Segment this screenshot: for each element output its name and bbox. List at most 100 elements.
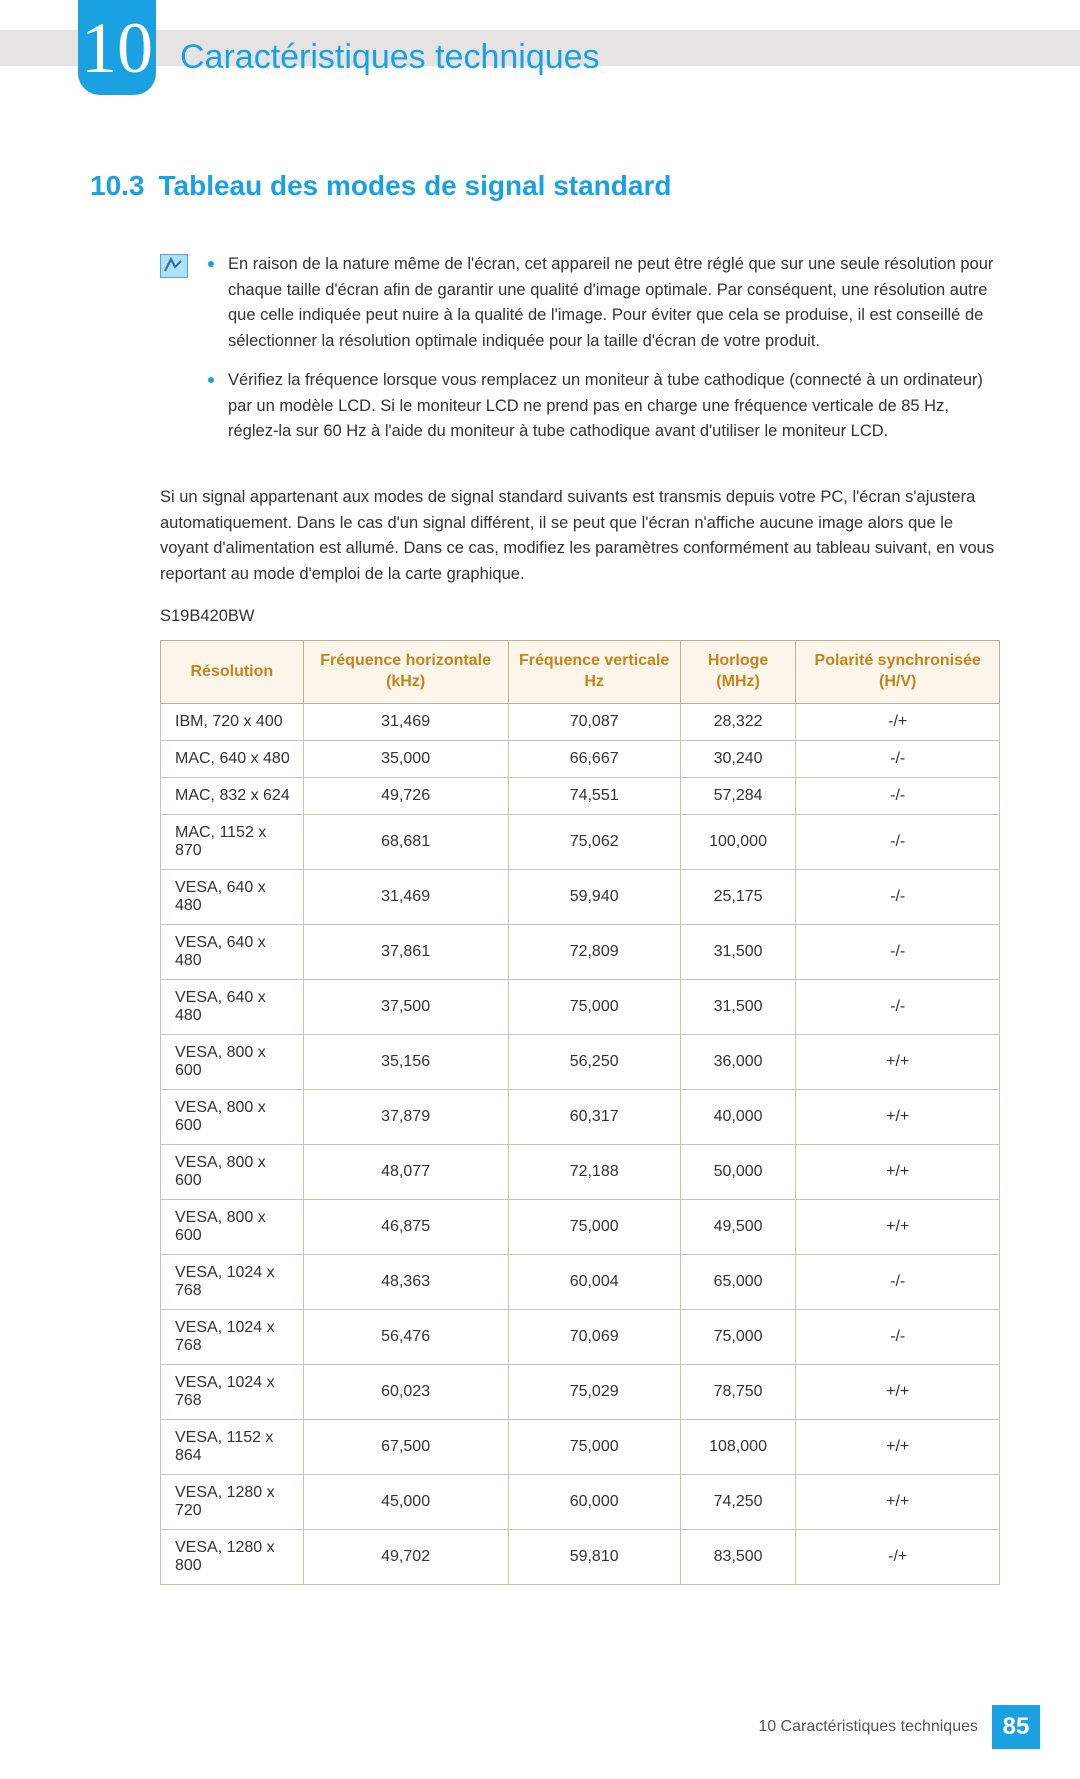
note-list: En raison de la nature même de l'écran, … (206, 252, 1000, 459)
table-row: VESA, 1280 x 72045,00060,00074,250+/+ (161, 1474, 1000, 1529)
cell-value: 75,000 (508, 1419, 680, 1474)
table-row: MAC, 832 x 62449,72674,55157,284-/- (161, 777, 1000, 814)
cell-resolution: VESA, 1280 x 720 (161, 1474, 304, 1529)
cell-value: 37,861 (303, 924, 508, 979)
cell-value: 49,726 (303, 777, 508, 814)
table-row: VESA, 640 x 48037,50075,00031,500-/- (161, 979, 1000, 1034)
cell-value: -/- (796, 777, 1000, 814)
cell-value: -/- (796, 740, 1000, 777)
cell-value: 70,087 (508, 703, 680, 740)
cell-resolution: VESA, 800 x 600 (161, 1144, 304, 1199)
cell-value: 70,069 (508, 1309, 680, 1364)
cell-value: +/+ (796, 1474, 1000, 1529)
page-footer: 10 Caractéristiques techniques 85 (0, 1705, 1080, 1779)
col-freq-v: Fréquence verticale Hz (508, 641, 680, 704)
col-polarity: Polarité synchronisée (H/V) (796, 641, 1000, 704)
cell-value: 48,363 (303, 1254, 508, 1309)
cell-value: -/+ (796, 703, 1000, 740)
cell-value: 49,500 (680, 1199, 796, 1254)
cell-value: +/+ (796, 1144, 1000, 1199)
col-resolution: Résolution (161, 641, 304, 704)
table-row: VESA, 800 x 60048,07772,18850,000+/+ (161, 1144, 1000, 1199)
note-item: Vérifiez la fréquence lorsque vous rempl… (206, 368, 1000, 445)
cell-value: 59,810 (508, 1529, 680, 1584)
cell-value: +/+ (796, 1419, 1000, 1474)
chapter-number: 10 (81, 12, 153, 84)
cell-value: +/+ (796, 1364, 1000, 1419)
cell-value: 31,469 (303, 703, 508, 740)
cell-value: 56,476 (303, 1309, 508, 1364)
cell-value: 60,004 (508, 1254, 680, 1309)
cell-value: 40,000 (680, 1089, 796, 1144)
cell-resolution: VESA, 800 x 600 (161, 1034, 304, 1089)
cell-value: 60,317 (508, 1089, 680, 1144)
cell-resolution: VESA, 800 x 600 (161, 1089, 304, 1144)
cell-value: 36,000 (680, 1034, 796, 1089)
cell-value: 31,500 (680, 924, 796, 979)
cell-value: 37,879 (303, 1089, 508, 1144)
table-row: MAC, 1152 x 87068,68175,062100,000-/- (161, 814, 1000, 869)
cell-value: 25,175 (680, 869, 796, 924)
cell-resolution: VESA, 1024 x 768 (161, 1254, 304, 1309)
table-row: VESA, 1024 x 76856,47670,06975,000-/- (161, 1309, 1000, 1364)
cell-value: 72,809 (508, 924, 680, 979)
cell-value: 108,000 (680, 1419, 796, 1474)
cell-value: -/- (796, 1254, 1000, 1309)
cell-value: 45,000 (303, 1474, 508, 1529)
cell-value: 49,702 (303, 1529, 508, 1584)
chapter-title: Caractéristiques techniques (180, 38, 600, 77)
cell-resolution: MAC, 1152 x 870 (161, 814, 304, 869)
cell-value: 30,240 (680, 740, 796, 777)
table-header-row: Résolution Fréquence horizontale (kHz) F… (161, 641, 1000, 704)
intro-paragraph: Si un signal appartenant aux modes de si… (160, 485, 1000, 587)
cell-resolution: VESA, 1280 x 800 (161, 1529, 304, 1584)
cell-value: +/+ (796, 1199, 1000, 1254)
table-row: VESA, 800 x 60046,87575,00049,500+/+ (161, 1199, 1000, 1254)
cell-value: 67,500 (303, 1419, 508, 1474)
cell-value: 75,062 (508, 814, 680, 869)
chapter-badge: 10 (78, 0, 156, 95)
signal-modes-table: Résolution Fréquence horizontale (kHz) F… (160, 640, 1000, 1585)
page-number: 85 (992, 1705, 1040, 1749)
cell-resolution: VESA, 640 x 480 (161, 979, 304, 1034)
cell-value: 50,000 (680, 1144, 796, 1199)
table-row: VESA, 1024 x 76860,02375,02978,750+/+ (161, 1364, 1000, 1419)
cell-value: 60,023 (303, 1364, 508, 1419)
note-icon (160, 254, 188, 278)
cell-value: 66,667 (508, 740, 680, 777)
cell-value: 31,500 (680, 979, 796, 1034)
cell-value: 75,000 (680, 1309, 796, 1364)
cell-value: 35,156 (303, 1034, 508, 1089)
note-block: En raison de la nature même de l'écran, … (160, 252, 1000, 459)
cell-resolution: VESA, 1024 x 768 (161, 1364, 304, 1419)
cell-value: 46,875 (303, 1199, 508, 1254)
cell-value: +/+ (796, 1089, 1000, 1144)
cell-value: 74,551 (508, 777, 680, 814)
cell-value: 56,250 (508, 1034, 680, 1089)
cell-value: 60,000 (508, 1474, 680, 1529)
cell-value: -/- (796, 814, 1000, 869)
cell-value: 37,500 (303, 979, 508, 1034)
footer-text: 10 Caractéristiques techniques (758, 1718, 978, 1736)
cell-value: 48,077 (303, 1144, 508, 1199)
table-row: MAC, 640 x 48035,00066,66730,240-/- (161, 740, 1000, 777)
page-header: 10 Caractéristiques techniques (0, 0, 1080, 110)
cell-value: 65,000 (680, 1254, 796, 1309)
cell-value: 35,000 (303, 740, 508, 777)
table-row: VESA, 640 x 48037,86172,80931,500-/- (161, 924, 1000, 979)
cell-value: 100,000 (680, 814, 796, 869)
col-clock: Horloge (MHz) (680, 641, 796, 704)
cell-resolution: VESA, 640 x 480 (161, 924, 304, 979)
cell-resolution: VESA, 1152 x 864 (161, 1419, 304, 1474)
cell-value: 72,188 (508, 1144, 680, 1199)
cell-value: -/- (796, 869, 1000, 924)
cell-value: -/- (796, 924, 1000, 979)
cell-value: -/- (796, 1309, 1000, 1364)
table-row: VESA, 1152 x 86467,50075,000108,000+/+ (161, 1419, 1000, 1474)
cell-resolution: MAC, 640 x 480 (161, 740, 304, 777)
cell-value: 28,322 (680, 703, 796, 740)
col-freq-h: Fréquence horizontale (kHz) (303, 641, 508, 704)
cell-value: 78,750 (680, 1364, 796, 1419)
cell-resolution: VESA, 800 x 600 (161, 1199, 304, 1254)
cell-value: +/+ (796, 1034, 1000, 1089)
